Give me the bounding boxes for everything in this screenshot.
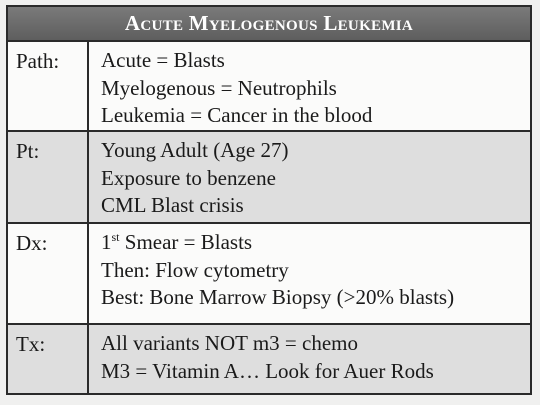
pt-line-3: CML Blast crisis xyxy=(101,193,244,217)
path-line-2: Myelogenous = Neutrophils xyxy=(101,75,337,100)
dx-line-3: Best: Bone Marrow Biopsy (>20% blasts) xyxy=(101,285,455,309)
row-label-pt: Pt: xyxy=(8,132,89,222)
dx-line-1-number: 1 xyxy=(101,230,112,254)
row-label-path: Path: xyxy=(8,42,89,130)
row-path: Path: Acute = Blasts Myelogenous = Neutr… xyxy=(8,42,530,130)
title-bar: Acute Myelogenous Leukemia xyxy=(8,7,530,42)
tx-line-1: All variants NOT m3 = chemo xyxy=(101,331,358,355)
tx-line-2: M3 = Vitamin A… Look for Auer Rods xyxy=(101,358,434,383)
dx-line-1: 1st Smear = Blasts xyxy=(101,229,530,257)
dx-line-1-superscript: st xyxy=(111,230,120,244)
row-body-dx: 1st Smear = Blasts Then: Flow cytometry … xyxy=(89,224,530,323)
aml-summary-card: Acute Myelogenous Leukemia Path: Acute =… xyxy=(6,5,532,395)
path-line-1: Acute = Blasts xyxy=(101,48,225,72)
row-body-path: Acute = Blasts Myelogenous = Neutrophils… xyxy=(89,42,530,130)
dx-line-2: Then: Flow cytometry xyxy=(101,257,289,282)
row-tx: Tx: All variants NOT m3 = chemo M3 = Vit… xyxy=(8,323,530,393)
row-pt: Pt: Young Adult (Age 27) Exposure to ben… xyxy=(8,130,530,222)
pt-line-2: Exposure to benzene xyxy=(101,165,276,190)
dx-line-1-text: Smear = Blasts xyxy=(119,230,253,254)
row-dx: Dx: 1st Smear = Blasts Then: Flow cytome… xyxy=(8,222,530,323)
row-body-tx: All variants NOT m3 = chemo M3 = Vitamin… xyxy=(89,325,530,393)
path-line-3: Leukemia = Cancer in the blood xyxy=(101,103,373,127)
row-label-tx: Tx: xyxy=(8,325,89,393)
row-label-dx: Dx: xyxy=(8,224,89,323)
card-title: Acute Myelogenous Leukemia xyxy=(124,11,414,35)
row-body-pt: Young Adult (Age 27) Exposure to benzene… xyxy=(89,132,530,222)
pt-line-1: Young Adult (Age 27) xyxy=(101,138,289,162)
